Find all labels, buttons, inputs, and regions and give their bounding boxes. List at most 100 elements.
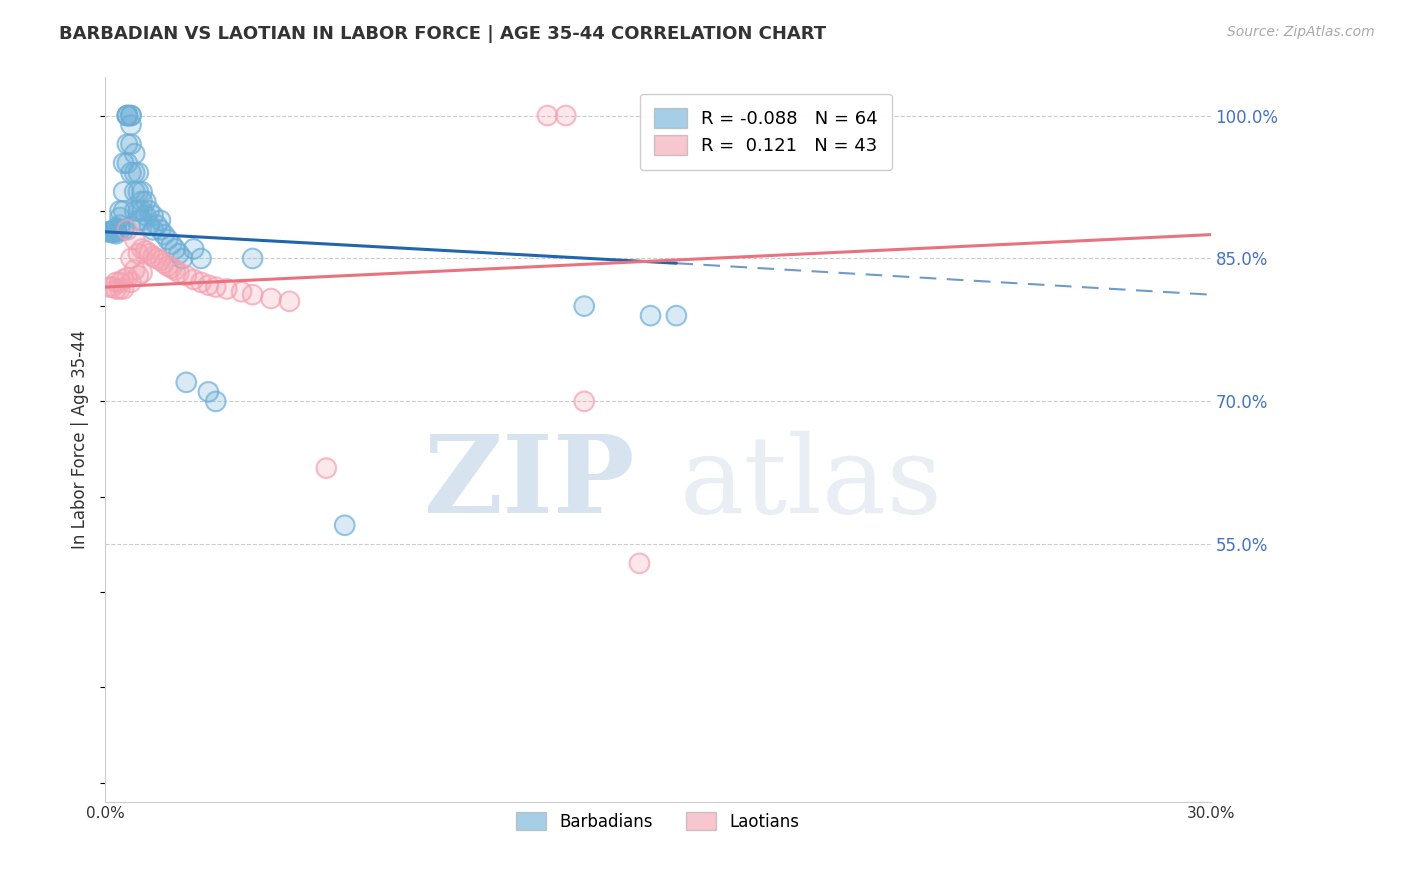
Point bbox=[135, 209, 157, 223]
Point bbox=[127, 185, 149, 199]
Text: Source: ZipAtlas.com: Source: ZipAtlas.com bbox=[1227, 25, 1375, 39]
Point bbox=[105, 275, 128, 289]
Point bbox=[101, 225, 124, 239]
Point bbox=[124, 146, 146, 161]
Point bbox=[117, 109, 139, 123]
Point bbox=[124, 166, 146, 180]
Point bbox=[127, 268, 149, 283]
Point bbox=[174, 376, 197, 390]
Point bbox=[260, 292, 283, 306]
Point bbox=[117, 137, 139, 152]
Point bbox=[112, 223, 135, 237]
Point bbox=[153, 227, 176, 242]
Point bbox=[160, 260, 183, 275]
Point bbox=[167, 246, 190, 260]
Point bbox=[183, 272, 205, 286]
Point bbox=[101, 280, 124, 294]
Point bbox=[197, 384, 219, 399]
Point bbox=[117, 137, 139, 152]
Point bbox=[97, 280, 120, 294]
Point bbox=[197, 278, 219, 293]
Point bbox=[101, 226, 124, 240]
Point bbox=[101, 224, 124, 238]
Point bbox=[131, 242, 153, 256]
Point bbox=[108, 203, 131, 218]
Point bbox=[120, 109, 142, 123]
Point bbox=[640, 309, 662, 323]
Point bbox=[105, 282, 128, 296]
Point bbox=[142, 250, 165, 264]
Point bbox=[108, 218, 131, 232]
Point bbox=[167, 266, 190, 280]
Point bbox=[536, 109, 558, 123]
Point bbox=[112, 272, 135, 286]
Point bbox=[112, 203, 135, 218]
Point bbox=[131, 213, 153, 227]
Point bbox=[160, 260, 183, 275]
Text: BARBADIAN VS LAOTIAN IN LABOR FORCE | AGE 35-44 CORRELATION CHART: BARBADIAN VS LAOTIAN IN LABOR FORCE | AG… bbox=[59, 25, 827, 43]
Point bbox=[127, 185, 149, 199]
Point bbox=[112, 282, 135, 296]
Point bbox=[108, 223, 131, 237]
Point bbox=[160, 237, 183, 252]
Point bbox=[149, 213, 172, 227]
Point bbox=[160, 237, 183, 252]
Point bbox=[120, 166, 142, 180]
Point bbox=[215, 282, 238, 296]
Point bbox=[105, 221, 128, 235]
Point bbox=[146, 252, 169, 266]
Point bbox=[131, 194, 153, 209]
Point bbox=[120, 137, 142, 152]
Point bbox=[120, 109, 142, 123]
Point bbox=[574, 394, 596, 409]
Point bbox=[117, 109, 139, 123]
Point bbox=[105, 221, 128, 235]
Point bbox=[120, 275, 142, 289]
Point bbox=[165, 263, 187, 277]
Point bbox=[105, 223, 128, 237]
Point bbox=[131, 203, 153, 218]
Point bbox=[131, 185, 153, 199]
Point bbox=[112, 203, 135, 218]
Point bbox=[242, 287, 264, 301]
Point bbox=[131, 213, 153, 227]
Point bbox=[112, 185, 135, 199]
Point bbox=[105, 227, 128, 241]
Point bbox=[183, 272, 205, 286]
Point bbox=[112, 223, 135, 237]
Point bbox=[127, 166, 149, 180]
Point bbox=[117, 156, 139, 170]
Point bbox=[574, 299, 596, 313]
Point bbox=[131, 194, 153, 209]
Point bbox=[112, 156, 135, 170]
Point bbox=[172, 252, 194, 266]
Legend: Barbadians, Laotians: Barbadians, Laotians bbox=[503, 798, 813, 844]
Point bbox=[112, 185, 135, 199]
Point bbox=[117, 223, 139, 237]
Point bbox=[142, 209, 165, 223]
Point bbox=[117, 109, 139, 123]
Point bbox=[138, 246, 160, 260]
Point bbox=[97, 225, 120, 239]
Point bbox=[117, 109, 139, 123]
Point bbox=[142, 223, 165, 237]
Point bbox=[117, 109, 139, 123]
Point bbox=[101, 226, 124, 240]
Point bbox=[127, 246, 149, 260]
Point bbox=[127, 166, 149, 180]
Point bbox=[124, 232, 146, 246]
Point bbox=[138, 218, 160, 232]
Point bbox=[142, 223, 165, 237]
Point bbox=[120, 118, 142, 132]
Point bbox=[156, 259, 179, 273]
Point bbox=[138, 218, 160, 232]
Point bbox=[97, 225, 120, 239]
Point bbox=[108, 282, 131, 296]
Point bbox=[242, 252, 264, 266]
Point bbox=[554, 109, 576, 123]
Point bbox=[138, 203, 160, 218]
Point bbox=[135, 244, 157, 258]
Point bbox=[108, 275, 131, 289]
Point bbox=[315, 461, 337, 475]
Point bbox=[108, 223, 131, 237]
